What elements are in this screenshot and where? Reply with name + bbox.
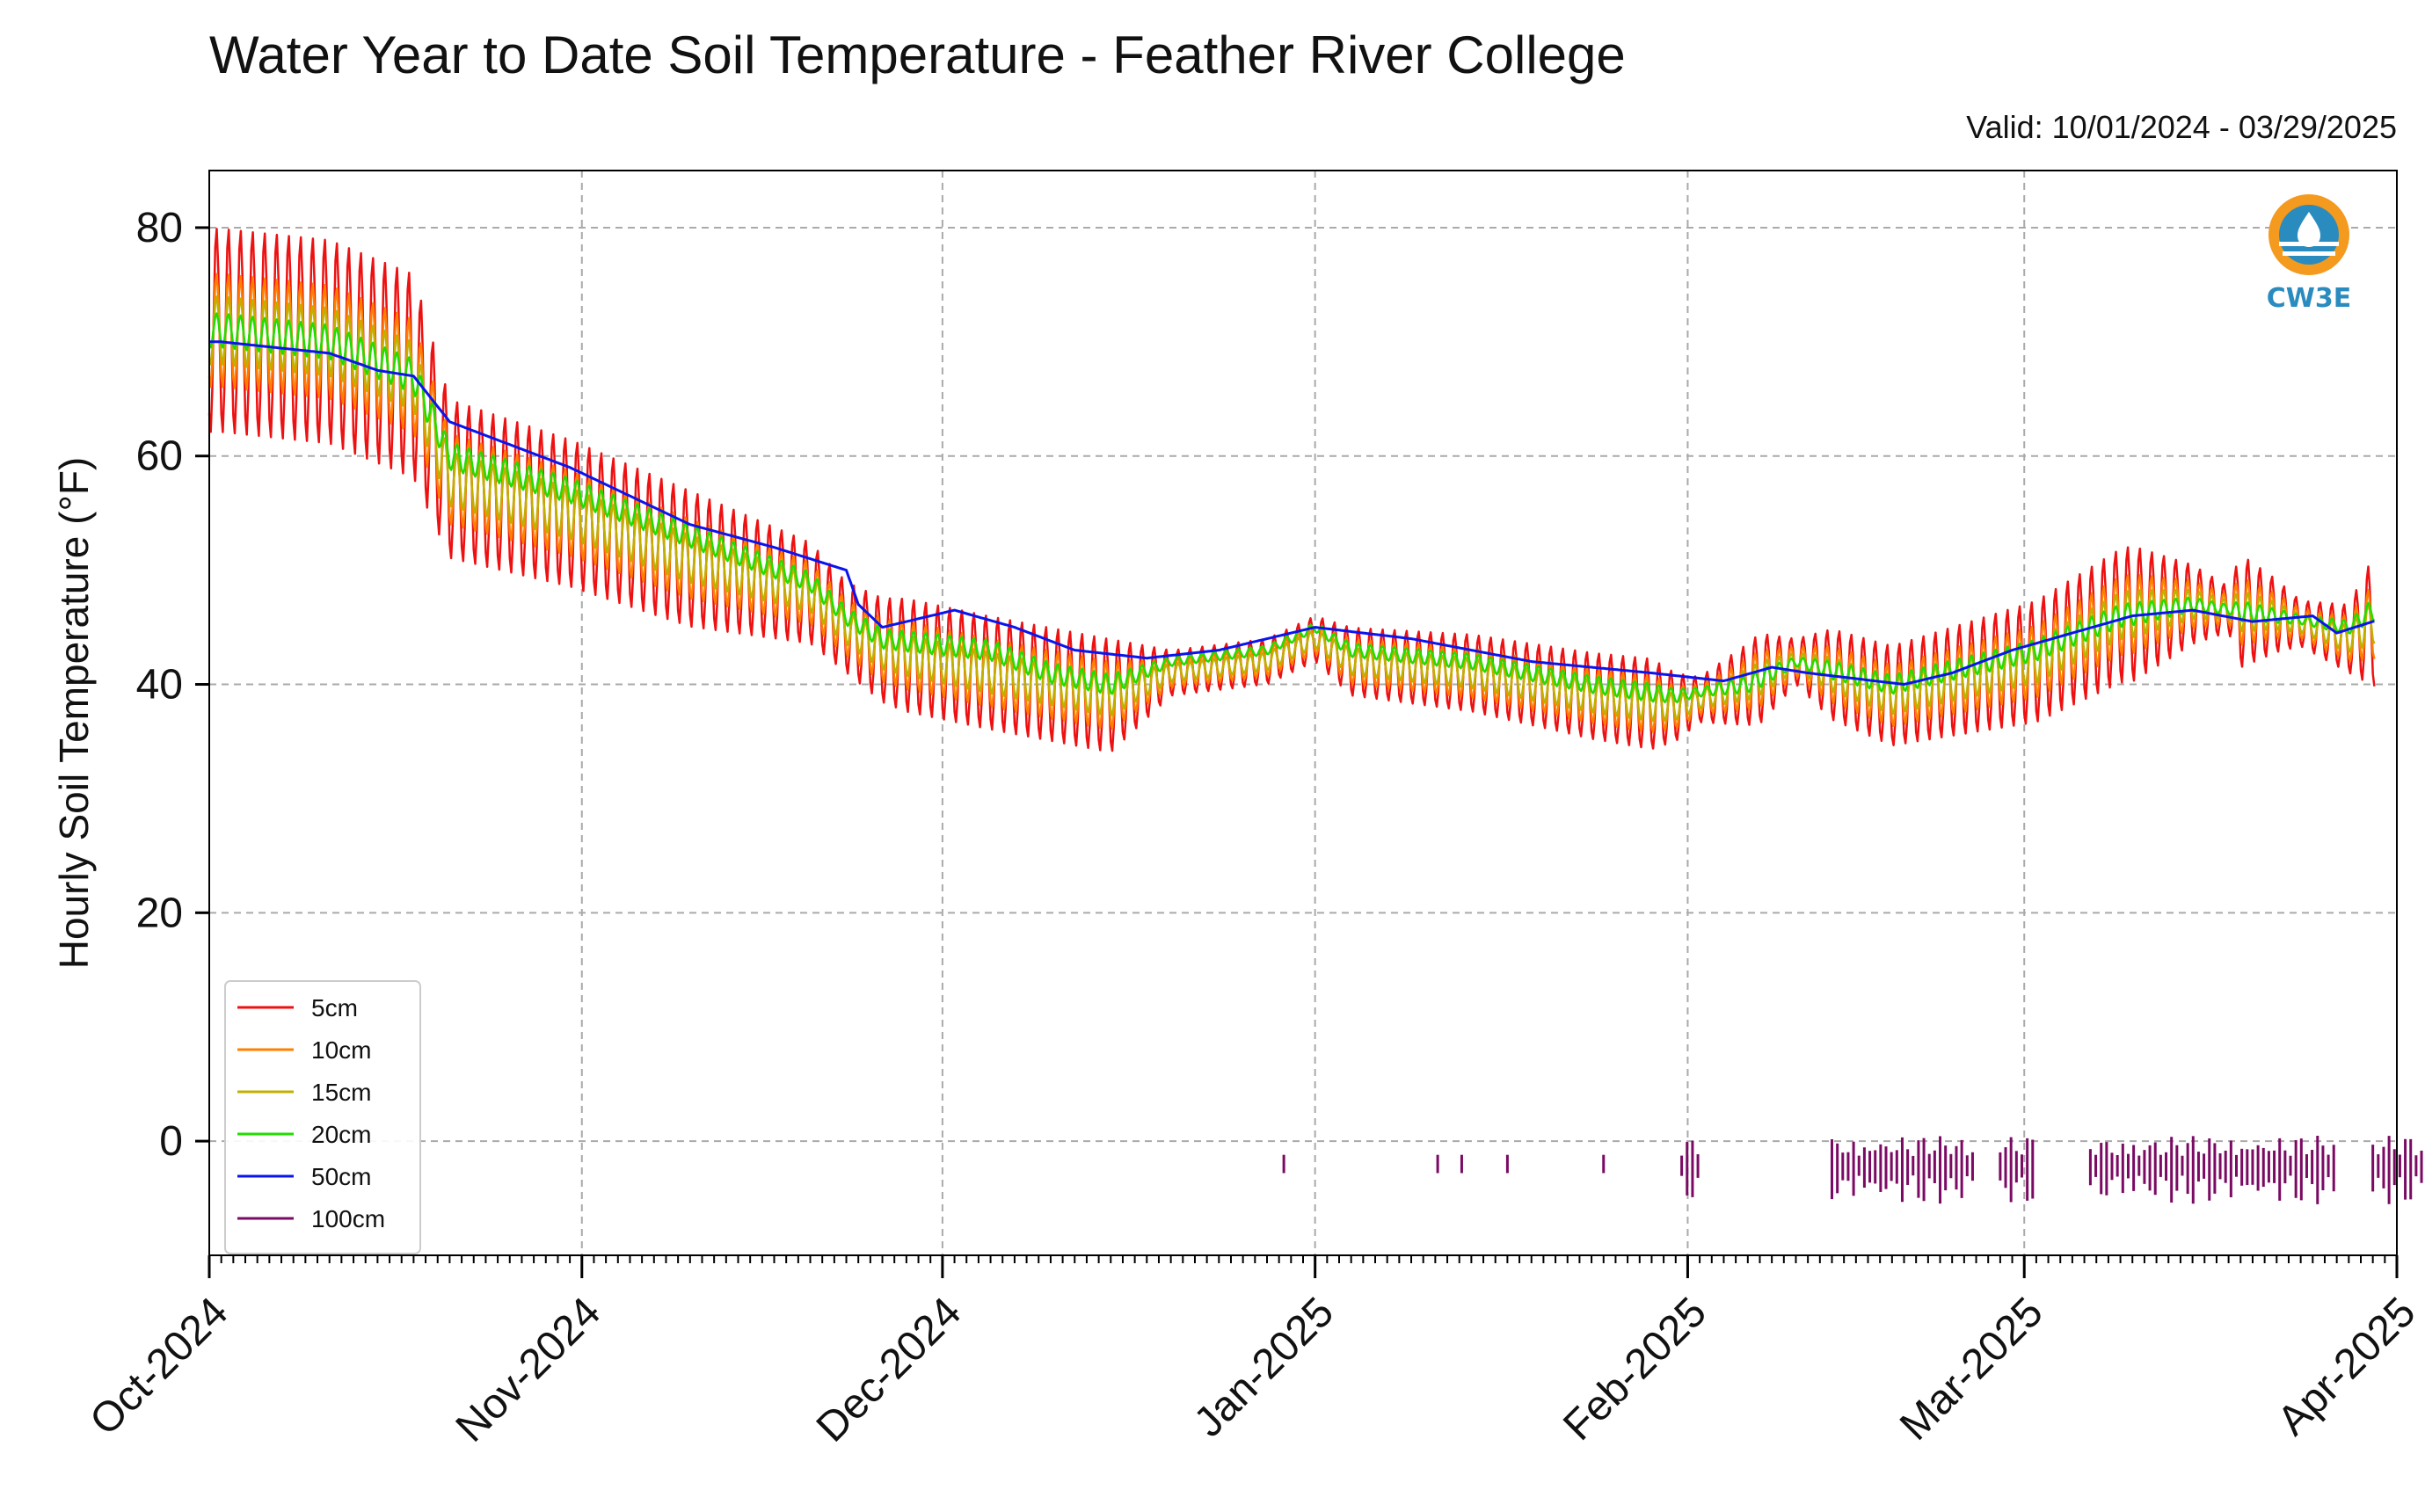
legend-label-15cm: 15cm: [311, 1079, 371, 1106]
legend-label-10cm: 10cm: [311, 1036, 371, 1064]
series-line-20cm: [208, 312, 2376, 704]
series-line-15cm: [208, 295, 2376, 723]
logo-wave-2: [2283, 251, 2335, 256]
logo-text: CW3E: [2267, 283, 2351, 314]
legend-label-20cm: 20cm: [311, 1121, 371, 1148]
plot-frame: [208, 170, 2398, 1256]
x-tick-label: Jan-2025: [1185, 1289, 1343, 1446]
x-tick-label: Dec-2024: [808, 1289, 971, 1451]
x-tick-label: Feb-2025: [1555, 1289, 1715, 1450]
valid-date-range: Valid: 10/01/2024 - 03/29/2025: [1966, 109, 2397, 145]
series-line-50cm: [209, 340, 2375, 686]
y-tick-label: 40: [136, 662, 183, 709]
axis-ticks: [195, 226, 2399, 1278]
cw3e-logo: CW3E: [2267, 194, 2351, 314]
legend-label-100cm: 100cm: [311, 1205, 385, 1232]
x-tick-label: Oct-2024: [81, 1289, 237, 1444]
legend-label-5cm: 5cm: [311, 994, 358, 1021]
x-tick-label: Mar-2025: [1891, 1289, 2052, 1450]
y-axis-labels: 0 20 40 60 80: [136, 205, 183, 1165]
grid-lines: [208, 171, 2398, 1255]
chart-title: Water Year to Date Soil Temperature - Fe…: [209, 25, 1626, 84]
series-100cm-segments: [1282, 1135, 2423, 1204]
series-line-5cm: [208, 228, 2376, 752]
x-tick-label: Nov-2024: [448, 1289, 610, 1451]
x-axis-labels: Oct-2024 Nov-2024 Dec-2024 Jan-2025 Feb-2025…: [81, 1289, 2424, 1451]
legend: 5cm 10cm 15cm 20cm 50cm 100cm: [224, 980, 421, 1254]
legend-label-50cm: 50cm: [311, 1163, 371, 1190]
water-drop-icon: [2298, 212, 2320, 247]
y-tick-label: 60: [136, 433, 183, 480]
series-line-10cm: [208, 273, 2376, 733]
y-tick-label: 20: [136, 890, 183, 936]
y-tick-label: 0: [159, 1118, 183, 1165]
y-tick-label: 80: [136, 205, 183, 251]
y-axis-title: Hourly Soil Temperature (°F): [51, 457, 97, 970]
series-lines: [208, 228, 2376, 752]
x-tick-label: Apr-2025: [2268, 1289, 2424, 1444]
